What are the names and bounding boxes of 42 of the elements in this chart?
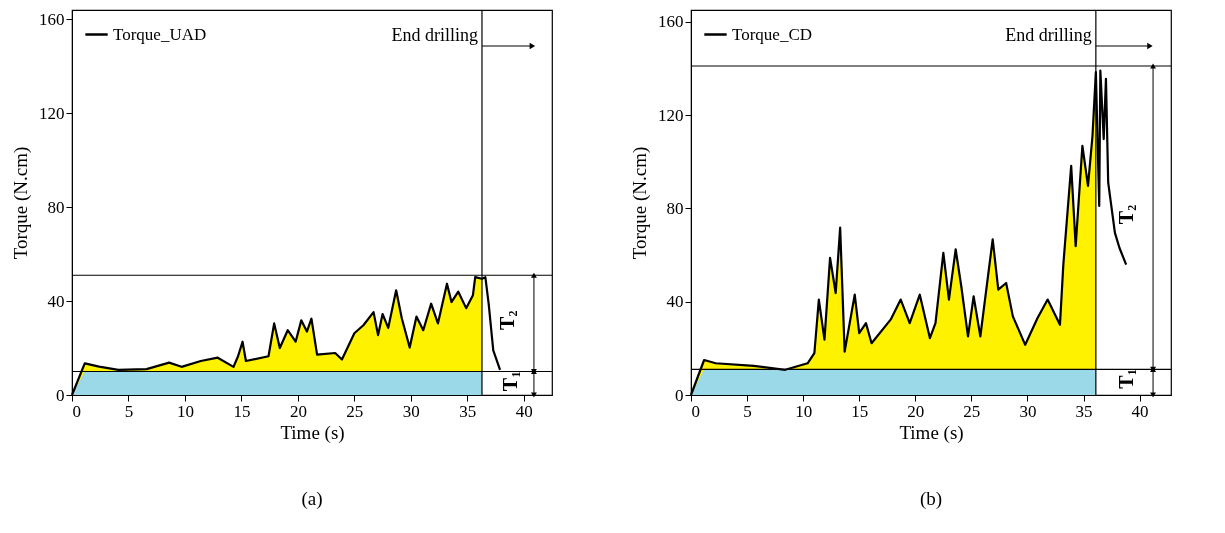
x-tick-label: 35 [1075, 401, 1093, 421]
legend-label: Torque_CD [732, 24, 813, 44]
x-tick-label: 0 [72, 401, 81, 421]
x-tick-label: 30 [402, 401, 420, 421]
x-tick-label: 15 [233, 401, 251, 421]
x-tick-label: 20 [289, 401, 307, 421]
legend-label: Torque_UAD [113, 24, 207, 44]
x-tick-label: 25 [963, 401, 981, 421]
x-tick-label: 40 [1131, 401, 1149, 421]
annotation: T1 [499, 371, 524, 392]
annotation: T2 [1115, 204, 1140, 225]
x-tick-label: 25 [346, 401, 364, 421]
text: (b) [919, 488, 943, 510]
ref-line-label: End drilling [391, 25, 478, 45]
y-tick-label: 0 [675, 385, 684, 405]
y-tick-label: 120 [658, 105, 684, 125]
y-tick-label: 0 [56, 385, 65, 405]
y-tick-label: 160 [658, 12, 684, 32]
x-axis-title: Time (s) [280, 421, 345, 444]
x-tick-label: 5 [124, 401, 134, 421]
annotation: T2 [495, 310, 520, 331]
y-tick-label: 40 [47, 291, 65, 311]
text: (a) [301, 488, 323, 510]
y-tick-label: 80 [666, 198, 684, 218]
y-tick-label: 80 [47, 197, 65, 217]
y-axis-title: Torque (N.cm) [10, 146, 32, 260]
x-tick-label: 10 [176, 401, 194, 421]
x-tick-label: 40 [515, 401, 533, 421]
x-tick-label: 0 [691, 401, 700, 421]
y-axis-title: Torque (N.cm) [629, 146, 651, 260]
y-tick-label: 120 [39, 103, 65, 123]
annotation: T1 [1115, 369, 1140, 389]
y-tick-label: 40 [666, 292, 684, 312]
x-axis-title: Time (s) [899, 421, 964, 444]
x-tick-label: 15 [851, 401, 869, 421]
x-tick-label: 20 [907, 401, 925, 421]
x-tick-label: 10 [795, 401, 813, 421]
x-tick-label: 5 [743, 401, 752, 421]
y-tick-label: 160 [39, 9, 65, 29]
ref-line-label: End drilling [1005, 25, 1092, 45]
x-tick-label: 30 [1019, 401, 1037, 421]
x-tick-label: 35 [459, 401, 477, 421]
